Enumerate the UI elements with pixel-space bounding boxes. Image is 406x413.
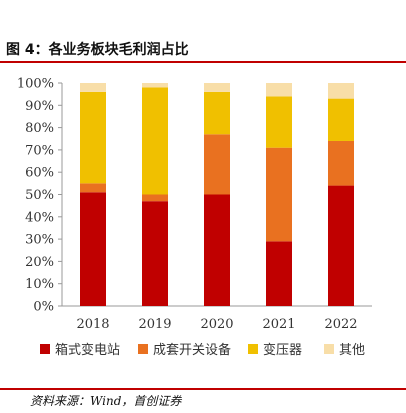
y-tick-label: 60% <box>25 166 54 181</box>
bar-segment <box>142 87 168 195</box>
title-divider <box>0 61 406 63</box>
y-tick-label: 50% <box>25 188 54 203</box>
bar-segment <box>80 83 106 92</box>
chart-legend: 箱式变电站 成套开关设备 变压器 其他 <box>40 342 365 358</box>
bar-segment <box>204 91 230 135</box>
x-tick-label: 2022 <box>324 317 357 332</box>
bar-segment <box>266 147 292 242</box>
y-tick-label: 100% <box>17 77 54 92</box>
chart-bars <box>80 83 354 306</box>
stacked-bar-chart: 0% 10% 20% 30% 40% 50% 60% 70% 80% 90% 100% 2018 201… <box>17 77 372 358</box>
bar-segment <box>266 83 292 97</box>
x-tick-label: 2020 <box>200 317 233 332</box>
y-tick-label: 90% <box>25 99 54 114</box>
bar-segment <box>80 91 106 184</box>
x-tick-label: 2021 <box>262 317 295 332</box>
figure-title: 图 4：各业务板块毛利润占比 <box>6 42 189 58</box>
x-tick-label: 2018 <box>76 317 109 332</box>
bar-segment <box>328 83 354 99</box>
bar-segment <box>204 134 230 195</box>
legend-label: 其他 <box>339 343 365 358</box>
legend-swatch <box>138 344 148 354</box>
legend-swatch <box>40 344 50 354</box>
y-tick-label: 30% <box>25 233 54 248</box>
bar-segment <box>328 98 354 141</box>
y-tick-label: 80% <box>25 121 54 136</box>
bar-segment <box>266 241 292 306</box>
legend-label: 成套开关设备 <box>153 342 231 358</box>
y-tick-label: 20% <box>25 255 54 270</box>
bar-segment <box>328 140 354 186</box>
y-tick-label: 0% <box>33 300 54 315</box>
y-tick-label: 40% <box>25 210 54 225</box>
footer-divider <box>0 388 406 390</box>
bar-segment <box>80 192 106 306</box>
bar-segment <box>142 83 168 88</box>
bar-segment <box>204 194 230 306</box>
legend-swatch <box>248 344 258 354</box>
legend-label: 变压器 <box>263 342 302 358</box>
chart-axes: 0% 10% 20% 30% 40% 50% 60% 70% 80% 90% 100% 2018 201… <box>17 77 372 332</box>
legend-swatch <box>324 344 334 354</box>
source-note: 资料来源：Wind，首创证券 <box>30 394 182 408</box>
bar-segment <box>204 83 230 92</box>
bar-segment <box>328 185 354 306</box>
y-tick-label: 10% <box>25 277 54 292</box>
y-tick-label: 70% <box>25 143 54 158</box>
x-tick-label: 2019 <box>138 317 171 332</box>
legend-label: 箱式变电站 <box>55 342 120 358</box>
bar-segment <box>142 194 168 202</box>
bar-segment <box>80 183 106 193</box>
bar-segment <box>142 201 168 306</box>
bar-segment <box>266 96 292 148</box>
